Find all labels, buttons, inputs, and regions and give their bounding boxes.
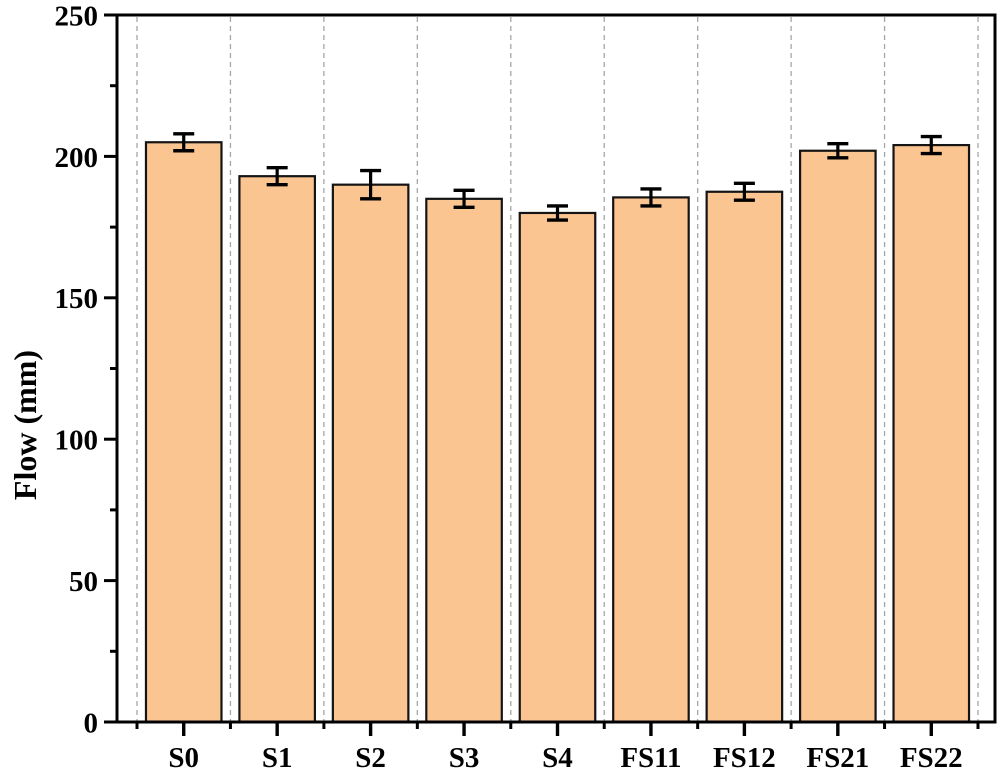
error-bar-layer [173,132,942,222]
y-tick-label: 100 [55,425,99,457]
bar-layer [144,141,971,724]
y-tick-label: 150 [55,283,99,315]
grid-layer [136,17,979,721]
x-tick-label-fs12: FS12 [713,742,776,774]
bar-s1 [238,175,317,724]
x-tick-label-fs21: FS21 [806,742,869,774]
bar-fs22 [892,143,971,724]
y-axis-title: Flow (mm) [7,350,43,500]
bar-fs21 [798,149,877,724]
x-tick-label-s4: S4 [542,742,573,774]
x-tick-label-s3: S3 [449,742,480,774]
axis-layer [104,13,997,736]
bar-s2 [331,183,410,724]
y-tick-label: 250 [55,0,99,32]
y-tick-label: 0 [84,707,99,739]
x-tick-label-fs22: FS22 [900,742,963,774]
bar-fs12 [705,190,784,724]
bar-s0 [144,141,223,724]
y-tick-label: 200 [55,142,99,174]
bar-s3 [425,197,503,724]
x-tick-label-fs11: FS11 [620,742,681,774]
bar-fs11 [612,196,690,724]
x-tick-label-s0: S0 [168,742,199,774]
y-tick-label: 50 [69,566,98,598]
x-tick-label-s1: S1 [262,742,293,774]
tick-label-layer: 0 50 100 150 200 250 S0 S1 S2 S3 S4 FS11 FS12 FS21 FS2… [55,0,963,774]
x-tick-label-s2: S2 [355,742,386,774]
bar-s4 [518,211,597,724]
